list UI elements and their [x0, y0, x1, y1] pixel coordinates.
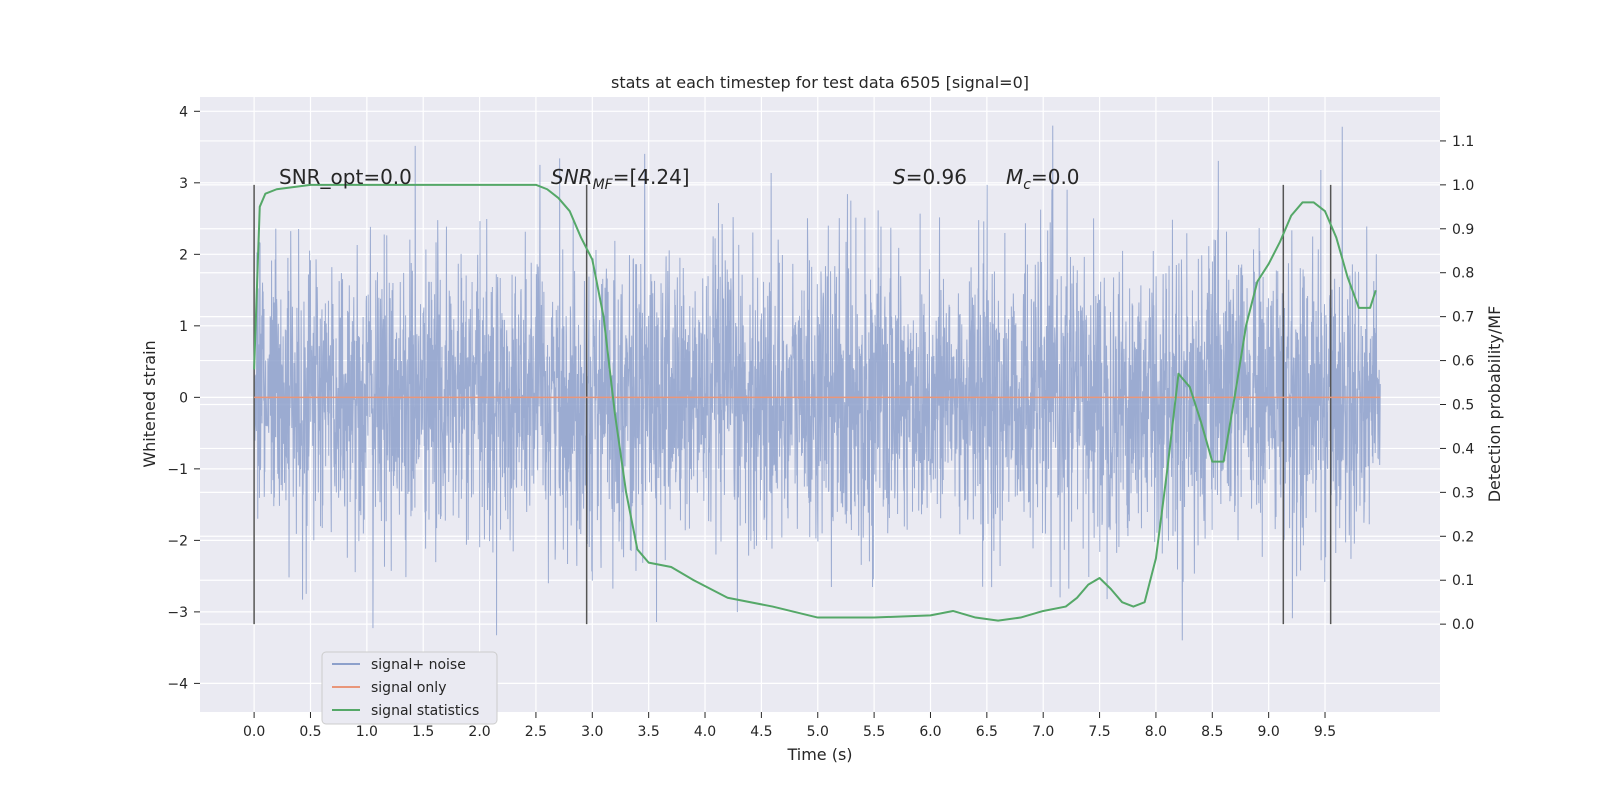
x-tick-label: 6.0	[919, 724, 941, 740]
y2-tick-label: 0.1	[1452, 573, 1474, 589]
snr-mf-value: =[4.24]	[613, 165, 690, 189]
x-tick-label: 4.0	[694, 724, 716, 740]
snr-opt-annotation: SNR_opt=0.0	[279, 165, 412, 189]
legend-label-statistics: signal statistics	[371, 703, 479, 719]
y2-tick-label: 0.6	[1452, 354, 1474, 370]
x-tick-label: 2.0	[468, 724, 490, 740]
mc-annotation: Mc=0.0	[1006, 165, 1080, 193]
snr-mf-symbol: SNR	[551, 165, 593, 189]
legend: signal+ noise signal only signal statist…	[322, 652, 497, 724]
snr-mf-annotation: SNRMF=[4.24]	[551, 165, 690, 193]
y2-tick-label: 0.2	[1452, 529, 1474, 545]
snr-mf-subscript: MF	[593, 177, 614, 193]
y-tick-label: 3	[179, 176, 188, 192]
y2-tick-label: 1.1	[1452, 134, 1474, 150]
y-tick-label: 1	[179, 319, 188, 335]
x-tick-label: 2.5	[525, 724, 547, 740]
x-tick-label: 8.0	[1145, 724, 1167, 740]
chart: 0.0 0.5 1.0 1.5 2.0 2.5 3.0 3.5 4.0 4.5 5.0 5.5 6.0 6…	[0, 0, 1600, 800]
x-tick-label: 0.5	[299, 724, 321, 740]
s-symbol: S	[893, 165, 906, 189]
x-axis-label: Time (s)	[786, 745, 852, 764]
x-tick-label: 5.5	[863, 724, 885, 740]
y2-tick-label: 1.0	[1452, 178, 1474, 194]
x-tick-label: 3.5	[638, 724, 660, 740]
x-tick-label: 8.5	[1201, 724, 1223, 740]
y-tick-labels: 4 3 2 1 0 −1 −2 −3 −4	[167, 104, 200, 692]
y2-tick-label: 0.4	[1452, 441, 1474, 457]
legend-label-noise: signal+ noise	[371, 657, 466, 673]
y2-axis-label: Detection probability/MF	[1485, 306, 1504, 503]
y2-tick-label: 0.3	[1452, 485, 1474, 501]
y-tick-label: 0	[179, 390, 188, 406]
y-tick-label: −1	[167, 462, 188, 478]
x-tick-label: 6.5	[976, 724, 998, 740]
mc-symbol: M	[1006, 165, 1023, 189]
y2-tick-label: 0.0	[1452, 617, 1474, 633]
s-annotation: S=0.96	[893, 165, 967, 189]
y-tick-label: 2	[179, 247, 188, 263]
x-tick-label: 0.0	[243, 724, 265, 740]
s-value: =0.96	[906, 165, 967, 189]
mc-value: =0.0	[1031, 165, 1080, 189]
y-tick-label: −2	[167, 533, 188, 549]
y-tick-label: −3	[167, 605, 188, 621]
y2-tick-label: 0.7	[1452, 310, 1474, 326]
x-tick-label: 5.0	[807, 724, 829, 740]
y-axis-label: Whitened strain	[140, 340, 159, 467]
x-tick-label: 7.0	[1032, 724, 1054, 740]
x-tick-label: 9.0	[1258, 724, 1280, 740]
y2-tick-label: 0.9	[1452, 222, 1474, 238]
x-tick-label: 9.5	[1314, 724, 1336, 740]
x-tick-label: 4.5	[750, 724, 772, 740]
x-tick-label: 7.5	[1088, 724, 1110, 740]
y2-tick-label: 0.8	[1452, 266, 1474, 282]
x-tick-label: 1.5	[412, 724, 434, 740]
y2-tick-labels: 1.1 1.0 0.9 0.8 0.7 0.6 0.5 0.4 0.3 0.2 0.1 0.0	[1440, 134, 1474, 633]
legend-label-signal: signal only	[371, 680, 446, 696]
y2-tick-label: 0.5	[1452, 398, 1474, 414]
x-tick-label: 3.0	[581, 724, 603, 740]
y-tick-label: 4	[179, 104, 188, 120]
y-tick-label: −4	[167, 676, 188, 692]
chart-title: stats at each timestep for test data 650…	[611, 73, 1029, 92]
x-tick-label: 1.0	[356, 724, 378, 740]
